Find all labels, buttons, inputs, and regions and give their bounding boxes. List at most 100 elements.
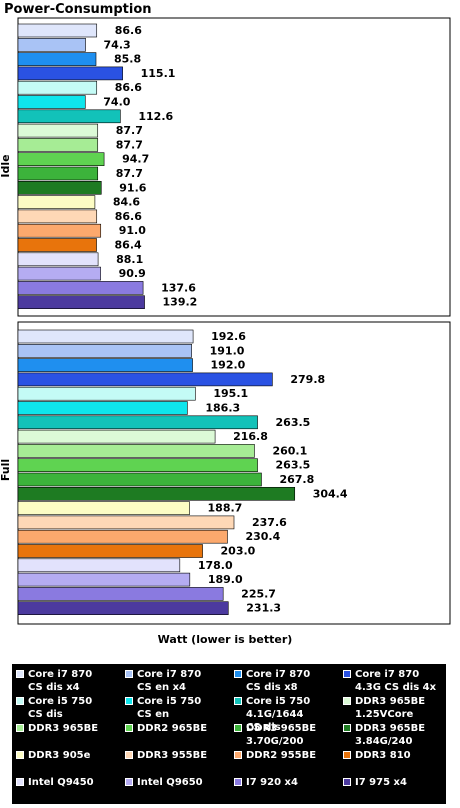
legend-swatch [343, 778, 351, 786]
legend-swatch [16, 751, 24, 759]
data-label-idle-12: 84.6 [113, 196, 140, 209]
legend-item: DDR3 965BE 3.84G/240 [343, 722, 451, 754]
legend-swatch [16, 724, 24, 732]
legend-item: DDR3 955BE [125, 749, 233, 781]
legend-swatch [234, 670, 242, 678]
bar-idle-9 [17, 152, 105, 166]
bar-full-17 [17, 572, 191, 587]
legend-swatch [343, 724, 351, 732]
bar-full-11 [17, 486, 296, 501]
data-label-full-2: 192.0 [211, 359, 246, 372]
bar-idle-3 [17, 66, 123, 81]
bar-idle-7 [17, 123, 99, 138]
legend-swatch [234, 697, 242, 705]
legend-item: I7 975 x4 [343, 776, 451, 808]
data-label-idle-4: 86.6 [115, 81, 142, 94]
group-label-full: Full [0, 459, 12, 481]
data-label-full-17: 189.0 [208, 573, 243, 586]
group-label-idle: Idle [0, 154, 12, 177]
data-label-full-12: 188.7 [208, 502, 243, 515]
bar-idle-13 [17, 209, 98, 224]
legend-label: Core i7 870 4.3G CS dis 4x [355, 669, 437, 693]
chart-legend: Core i7 870 CS dis x4 Core i7 870 CS en x… [12, 664, 446, 804]
legend-item: DDR3 905e [16, 749, 124, 781]
data-label-idle-5: 74.0 [103, 96, 130, 109]
bar-full-4 [17, 386, 196, 401]
legend-label: Core i5 750 4.1G/1644 CS dis [246, 696, 311, 733]
legend-label: DDR3 905e [28, 750, 91, 761]
legend-label: I7 975 x4 [355, 777, 407, 788]
data-label-idle-0: 86.6 [115, 24, 142, 37]
legend-label: Core i7 870 CS en x4 [137, 669, 202, 693]
legend-swatch [343, 751, 351, 759]
data-label-idle-6: 112.6 [138, 110, 173, 123]
legend-label: Intel Q9450 [28, 777, 94, 788]
data-label-full-18: 225.7 [241, 587, 276, 600]
data-label-full-11: 304.4 [313, 487, 348, 500]
legend-label: Core i5 750 CS en [137, 696, 202, 720]
bar-full-7 [17, 429, 216, 444]
bar-idle-10 [17, 166, 99, 181]
legend-label: DDR3 810 [355, 750, 411, 761]
data-label-idle-18: 137.6 [161, 281, 196, 294]
data-label-full-10: 267.8 [279, 473, 314, 486]
legend-swatch [234, 778, 242, 786]
bar-idle-17 [17, 266, 101, 281]
bar-idle-2 [17, 52, 97, 66]
legend-item: Core i7 870 CS en x4 [125, 668, 233, 700]
legend-item: Core i7 870 CS dis x8 [234, 668, 342, 700]
legend-label: DDR3 955BE [137, 750, 208, 761]
bar-full-15 [17, 544, 203, 558]
bar-full-14 [17, 529, 228, 544]
bar-idle-8 [17, 138, 99, 152]
bar-idle-15 [17, 238, 97, 252]
bar-idle-1 [17, 37, 86, 52]
legend-label: Core i7 870 CS dis x4 [28, 669, 93, 693]
bar-idle-11 [17, 181, 102, 195]
legend-swatch [125, 778, 133, 786]
legend-label: DDR3 965BE 1.25VCore [355, 696, 426, 720]
bar-full-2 [17, 358, 193, 372]
legend-item: DDR2 965BE [125, 722, 233, 754]
legend-swatch [16, 697, 24, 705]
data-label-full-3: 279.8 [290, 373, 325, 386]
data-label-full-5: 186.3 [205, 402, 240, 415]
bar-full-5 [17, 401, 188, 415]
data-label-idle-2: 85.8 [114, 53, 141, 66]
data-label-idle-13: 86.6 [115, 210, 142, 223]
data-label-full-15: 203.0 [221, 545, 256, 558]
data-label-idle-3: 115.1 [141, 67, 176, 80]
legend-label: DDR3 965BE [28, 723, 99, 734]
plot-area: Idle86.674.385.8115.186.674.0112.687.787… [0, 17, 451, 625]
data-label-full-9: 263.5 [276, 459, 311, 472]
legend-label: DDR3 965BE 3.70G/200 [246, 723, 317, 747]
data-label-idle-15: 86.4 [115, 239, 142, 252]
data-label-full-8: 260.1 [272, 444, 307, 457]
legend-swatch [125, 697, 133, 705]
legend-swatch [125, 724, 133, 732]
bar-full-10 [17, 472, 262, 487]
legend-swatch [343, 670, 351, 678]
legend-item: I7 920 x4 [234, 776, 342, 808]
data-label-idle-16: 88.1 [116, 253, 143, 266]
bar-idle-16 [17, 252, 99, 267]
legend-item: Core i5 750 CS dis [16, 695, 124, 727]
legend-swatch [125, 751, 133, 759]
legend-item: Intel Q9650 [125, 776, 233, 808]
data-label-idle-10: 87.7 [116, 167, 143, 180]
bar-full-13 [17, 515, 235, 530]
legend-item: DDR2 955BE [234, 749, 342, 781]
legend-swatch [16, 778, 24, 786]
data-label-full-0: 192.6 [211, 330, 246, 343]
data-label-idle-17: 90.9 [119, 267, 146, 280]
legend-label: DDR2 965BE [137, 723, 208, 734]
data-label-idle-19: 139.2 [163, 296, 198, 309]
legend-label: DDR2 955BE [246, 750, 317, 761]
bar-full-9 [17, 458, 258, 473]
legend-item: Core i7 870 4.3G CS dis 4x [343, 668, 451, 700]
bar-full-12 [17, 501, 190, 515]
legend-label: Core i7 870 CS dis x8 [246, 669, 311, 693]
legend-swatch [16, 670, 24, 678]
bar-idle-6 [17, 109, 121, 124]
data-label-full-16: 178.0 [198, 559, 233, 572]
